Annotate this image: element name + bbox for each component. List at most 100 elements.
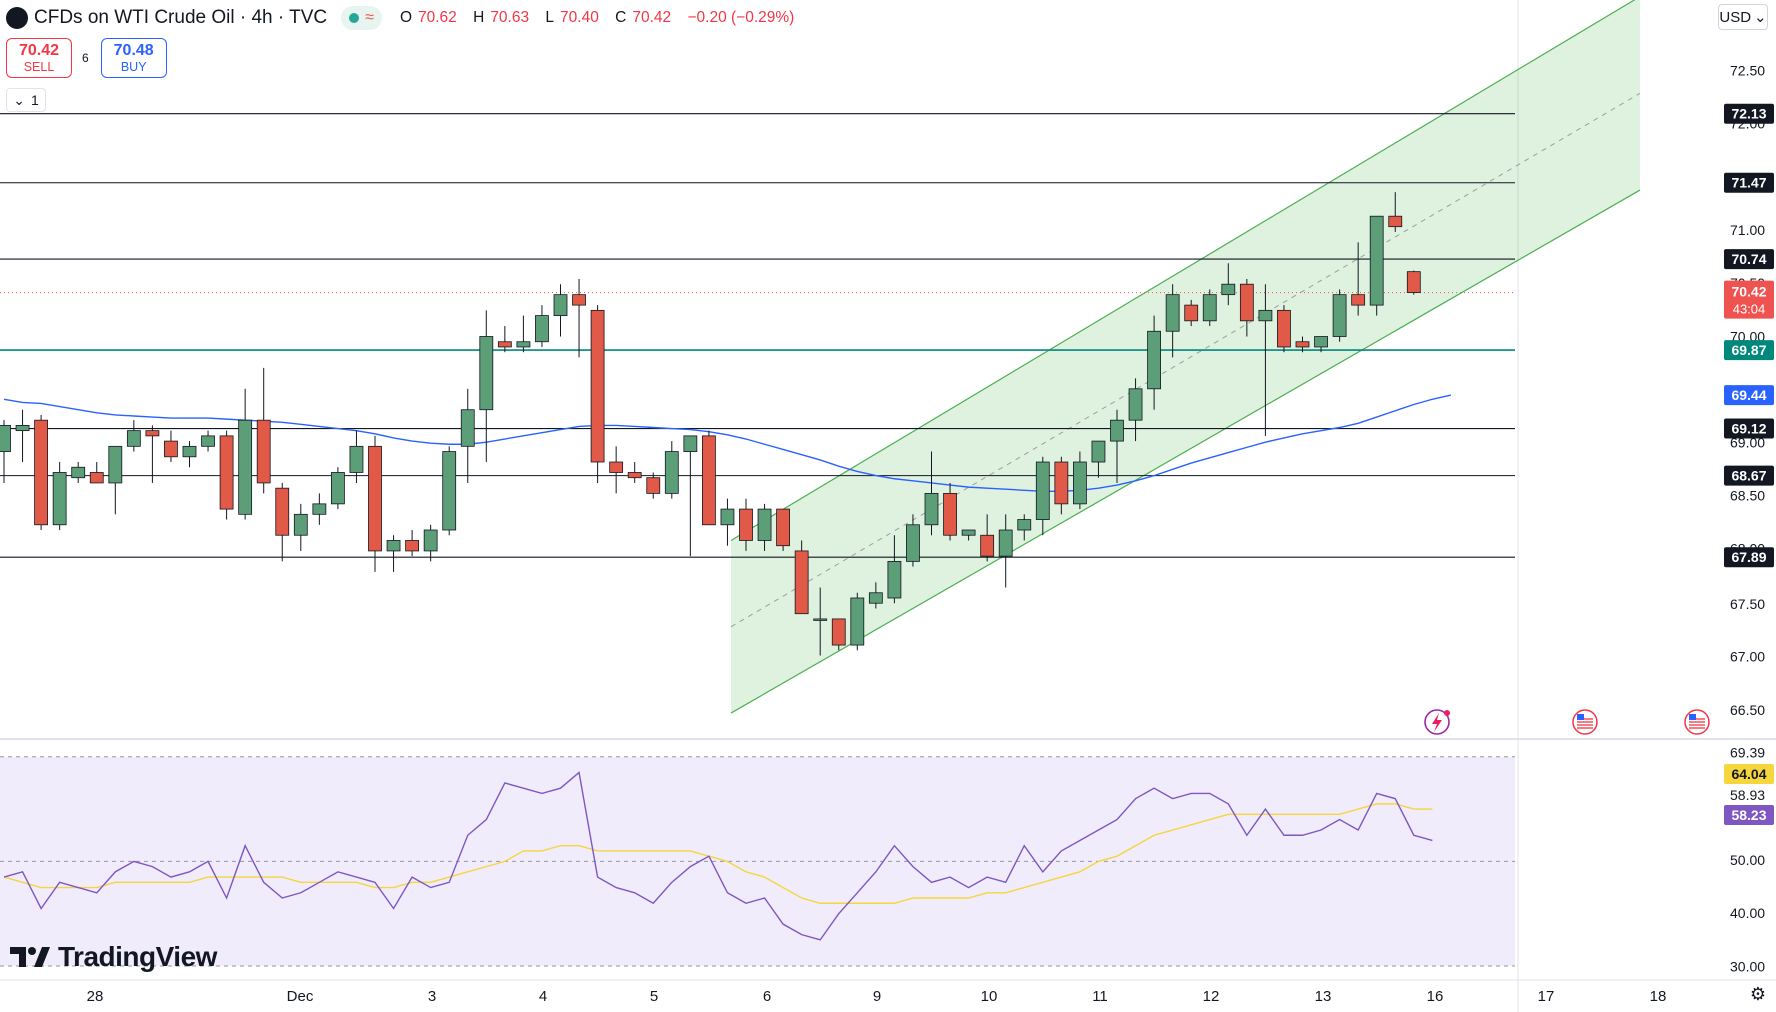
level-badge-72.13[interactable]: 72.13 — [1724, 103, 1774, 124]
ma-badge[interactable]: 69.44 — [1724, 385, 1774, 406]
candle[interactable] — [238, 388, 253, 520]
candle[interactable] — [1221, 263, 1236, 306]
candle[interactable] — [1128, 378, 1143, 442]
candle[interactable] — [330, 467, 345, 510]
lightning-event-icon[interactable] — [1424, 709, 1450, 735]
indicators-toggle[interactable]: ⌄ 1 — [6, 88, 46, 112]
candle[interactable] — [813, 587, 828, 656]
level-badge-71.47[interactable]: 71.47 — [1724, 172, 1774, 193]
candle[interactable] — [590, 305, 605, 483]
candle[interactable] — [0, 420, 11, 483]
candle[interactable] — [664, 441, 679, 499]
candle[interactable] — [646, 472, 661, 499]
candle[interactable] — [275, 482, 290, 562]
candle[interactable] — [1388, 192, 1403, 232]
rsi-badge[interactable]: 58.23 — [1724, 805, 1774, 825]
candle[interactable] — [1035, 456, 1050, 536]
candle[interactable] — [442, 446, 457, 536]
candle[interactable] — [627, 462, 642, 483]
candle[interactable] — [720, 498, 735, 546]
rsi-line[interactable] — [3, 771, 1433, 941]
candle[interactable] — [980, 514, 995, 562]
channel-upper-line[interactable] — [730, 0, 1640, 541]
candle[interactable] — [1277, 305, 1291, 353]
candle[interactable] — [1351, 242, 1366, 316]
candle[interactable] — [312, 493, 327, 525]
us-flag-event-icon[interactable] — [1684, 709, 1710, 735]
candle[interactable] — [1314, 336, 1328, 353]
candle[interactable] — [497, 326, 512, 353]
candle[interactable] — [683, 435, 698, 557]
candle[interactable] — [423, 524, 438, 562]
candle[interactable] — [906, 514, 920, 567]
candle[interactable] — [516, 315, 531, 353]
candle[interactable] — [405, 530, 420, 557]
candle[interactable] — [794, 540, 809, 615]
candle[interactable] — [739, 498, 753, 551]
rsi-ma-line[interactable] — [3, 803, 1433, 904]
candle[interactable] — [479, 310, 494, 463]
candle[interactable] — [1091, 440, 1106, 478]
candle[interactable] — [1165, 284, 1180, 358]
candle[interactable] — [52, 462, 67, 531]
candle[interactable] — [1295, 336, 1310, 353]
candle[interactable] — [1184, 299, 1199, 327]
candle[interactable] — [293, 503, 308, 551]
candle[interactable] — [1239, 278, 1254, 337]
level-badge-69.87[interactable]: 69.87 — [1724, 340, 1774, 361]
candle[interactable] — [924, 451, 939, 536]
candle[interactable] — [1017, 514, 1032, 541]
candle[interactable] — [961, 529, 976, 541]
candle[interactable] — [126, 420, 141, 452]
candle[interactable] — [998, 514, 1013, 588]
tradingview-logo[interactable]: TradingView — [10, 940, 217, 974]
candle[interactable] — [850, 592, 865, 651]
candle[interactable] — [868, 582, 883, 609]
candle[interactable] — [368, 435, 382, 572]
candle[interactable] — [164, 430, 178, 463]
currency-selector[interactable]: USD ⌄ — [1718, 4, 1768, 30]
candle[interactable] — [943, 482, 957, 541]
candle[interactable] — [145, 425, 160, 483]
candle[interactable] — [831, 618, 846, 651]
candle[interactable] — [1258, 284, 1273, 436]
candle[interactable] — [256, 367, 271, 494]
candle[interactable] — [776, 508, 790, 551]
candle[interactable] — [89, 462, 104, 484]
candle[interactable] — [1073, 451, 1087, 510]
candle[interactable] — [1406, 270, 1421, 295]
candle[interactable] — [71, 462, 86, 483]
candle[interactable] — [535, 305, 549, 347]
candle[interactable] — [1202, 289, 1217, 327]
candle[interactable] — [887, 535, 902, 604]
candle[interactable] — [15, 409, 30, 463]
candle[interactable] — [1110, 409, 1124, 483]
buy-button[interactable]: 70.48 BUY — [100, 38, 167, 78]
candle[interactable] — [609, 446, 624, 494]
candle[interactable] — [702, 430, 716, 526]
channel-lower-line[interactable] — [730, 189, 1641, 714]
candle[interactable] — [460, 388, 475, 483]
us-flag-event-icon[interactable] — [1572, 709, 1598, 735]
level-badge-68.67[interactable]: 68.67 — [1724, 465, 1774, 486]
market-status[interactable]: ≈ — [341, 6, 382, 30]
candle[interactable] — [108, 445, 123, 515]
symbol-title[interactable]: CFDs on WTI Crude Oil · 4h · TVC — [34, 7, 328, 28]
settings-gear-icon[interactable]: ⚙ — [1749, 983, 1767, 1004]
candle[interactable] — [219, 430, 234, 520]
candle[interactable] — [757, 503, 772, 551]
candle[interactable] — [182, 441, 197, 468]
candle[interactable] — [349, 430, 364, 483]
candle[interactable] — [34, 414, 48, 531]
last-price-badge[interactable]: 70.42 43:04 — [1724, 280, 1774, 319]
candle[interactable] — [386, 535, 401, 572]
candle[interactable] — [553, 284, 568, 337]
candle[interactable] — [1369, 215, 1384, 316]
level-badge-67.89[interactable]: 67.89 — [1724, 547, 1774, 568]
rsi-ma-badge[interactable]: 64.04 — [1724, 764, 1774, 784]
candle[interactable] — [201, 430, 215, 452]
candle[interactable] — [572, 278, 586, 358]
sell-button[interactable]: 70.42 SELL — [6, 38, 72, 78]
candle[interactable] — [1147, 315, 1161, 410]
